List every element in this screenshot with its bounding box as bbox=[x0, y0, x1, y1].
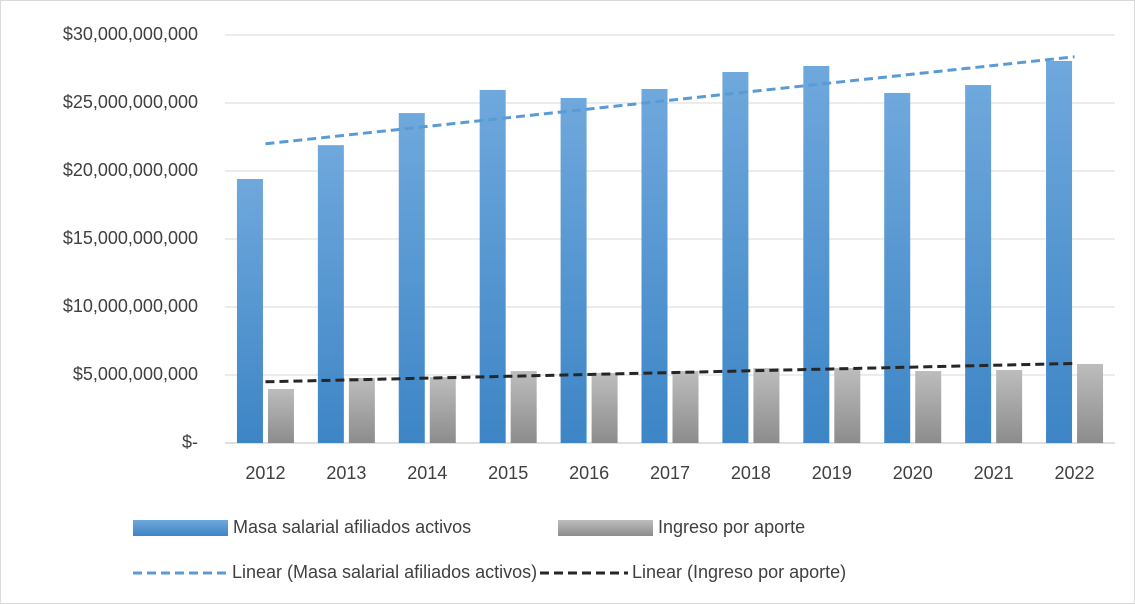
legend-swatch bbox=[133, 520, 228, 536]
x-tick-label: 2018 bbox=[731, 463, 771, 483]
bar bbox=[641, 88, 668, 443]
legend-swatch bbox=[558, 520, 653, 536]
bar bbox=[236, 179, 263, 444]
x-tick-label: 2019 bbox=[812, 463, 852, 483]
bar bbox=[1046, 60, 1073, 443]
y-tick-label: $5,000,000,000 bbox=[73, 364, 198, 384]
bar bbox=[560, 97, 587, 443]
bar bbox=[753, 368, 780, 443]
trendline bbox=[265, 55, 1075, 146]
bar bbox=[1077, 363, 1104, 443]
bar bbox=[398, 113, 425, 444]
x-tick-label: 2016 bbox=[569, 463, 609, 483]
bar bbox=[317, 145, 344, 443]
y-tick-label: $- bbox=[182, 432, 198, 452]
bar bbox=[591, 372, 618, 443]
x-tick-label: 2020 bbox=[893, 463, 933, 483]
x-tick-label: 2021 bbox=[974, 463, 1014, 483]
legend-label: Ingreso por aporte bbox=[658, 517, 805, 537]
bar bbox=[479, 89, 506, 443]
legend-label: Linear (Ingreso por aporte) bbox=[632, 562, 846, 582]
y-tick-label: $30,000,000,000 bbox=[63, 24, 198, 44]
x-tick-label: 2013 bbox=[326, 463, 366, 483]
bar bbox=[348, 377, 375, 443]
legend-label: Linear (Masa salarial afiliados activos) bbox=[232, 562, 537, 582]
x-tick-label: 2017 bbox=[650, 463, 690, 483]
bar bbox=[803, 66, 830, 444]
bar bbox=[267, 389, 294, 443]
y-tick-label: $15,000,000,000 bbox=[63, 228, 198, 248]
legend-label: Masa salarial afiliados activos bbox=[233, 517, 471, 537]
y-tick-label: $20,000,000,000 bbox=[63, 160, 198, 180]
x-tick-label: 2012 bbox=[245, 463, 285, 483]
x-tick-label: 2015 bbox=[488, 463, 528, 483]
x-tick-label: 2022 bbox=[1055, 463, 1095, 483]
bar bbox=[429, 377, 456, 443]
bar bbox=[510, 371, 537, 443]
bar bbox=[722, 71, 749, 443]
y-tick-label: $10,000,000,000 bbox=[63, 296, 198, 316]
bar bbox=[965, 85, 992, 443]
trendline bbox=[265, 361, 1075, 384]
bar bbox=[996, 369, 1023, 443]
bar bbox=[884, 92, 911, 443]
bar bbox=[834, 368, 861, 443]
bar bbox=[672, 371, 699, 443]
y-tick-label: $25,000,000,000 bbox=[63, 92, 198, 112]
bar bbox=[915, 371, 942, 443]
x-tick-label: 2014 bbox=[407, 463, 447, 483]
